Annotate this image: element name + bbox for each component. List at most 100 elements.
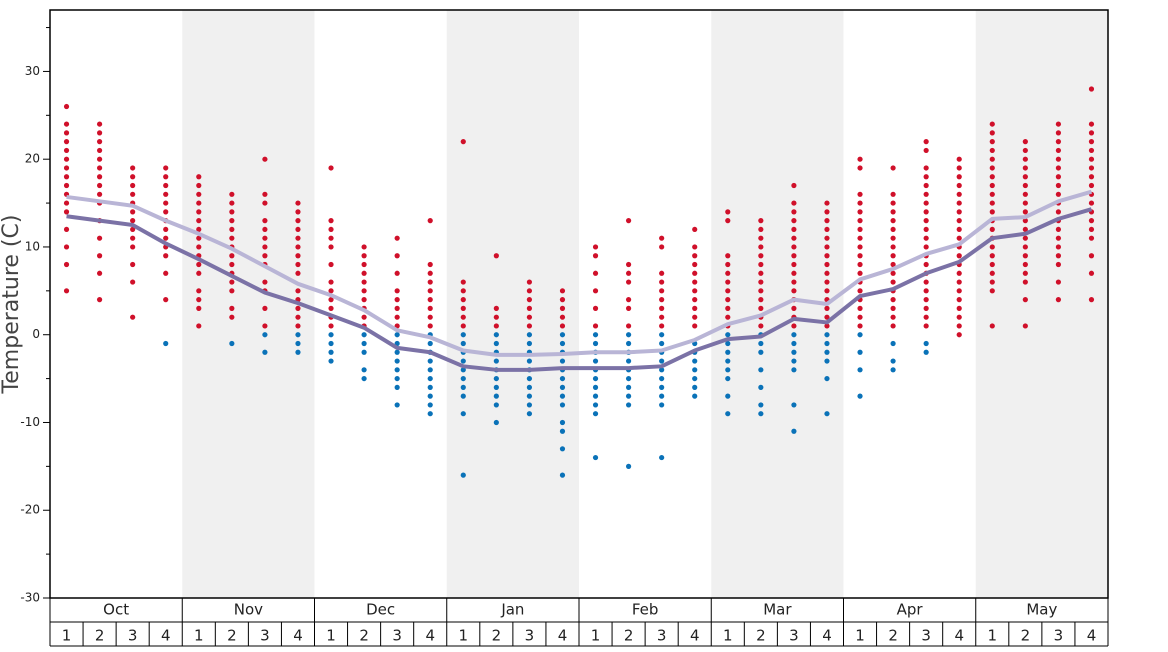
temperature-dot [96,139,103,145]
temperature-dot [328,244,334,250]
temperature-dot [1088,130,1095,136]
temperature-dot [328,226,334,233]
y-tick-label: -10 [20,415,40,429]
temperature-dot [96,147,103,154]
week-label: 1 [326,627,336,645]
temperature-dot [758,261,764,268]
temperature-dot [1055,279,1062,285]
temperature-dot [1022,226,1028,233]
temperature-dot [328,288,334,294]
temperature-dot [1022,139,1028,145]
temperature-dot [361,244,367,250]
temperature-dot [295,235,301,241]
temperature-dot [427,323,433,329]
temperature-dot [824,235,830,241]
temperature-dot [229,305,235,311]
temperature-dot [725,349,731,355]
temperature-dot [361,288,367,294]
temperature-dot [824,226,830,233]
temperature-dot [196,191,202,197]
temperature-dot [130,182,136,189]
temperature-dot [130,314,136,320]
temperature-dot [1055,261,1062,268]
temperature-dot [592,253,599,259]
temperature-dot [692,384,698,390]
week-label: 3 [789,627,799,645]
week-label: 3 [525,627,535,645]
temperature-dot [96,156,103,162]
temperature-dot [659,384,665,390]
temperature-dot [427,297,433,303]
temperature-dot [394,349,400,355]
temperature-dot [262,200,268,206]
temperature-dot [493,358,499,364]
week-label: 1 [855,627,865,645]
temperature-dot [989,253,995,259]
temperature-dot [890,200,896,206]
temperature-dot [1088,235,1095,241]
temperature-dot [63,288,70,294]
temperature-dot [791,253,797,259]
temperature-dot [1088,182,1095,189]
temperature-dot [559,332,566,338]
temperature-dot [725,340,731,347]
temperature-dot [394,235,400,241]
temperature-dot [96,270,103,276]
temperature-dot [791,218,797,224]
temperature-dot [890,358,896,364]
temperature-dot [460,393,466,399]
temperature-dot [493,393,499,399]
temperature-dot [923,323,929,329]
temperature-dot [328,305,334,311]
temperature-dot [526,297,533,303]
temperature-dot [1088,156,1095,162]
temperature-dot [824,261,830,268]
temperature-dot [526,340,533,347]
temperature-dot [63,139,70,145]
temperature-dot [460,340,466,347]
temperature-dot [196,182,202,189]
temperature-dot [956,209,962,215]
temperature-dot [692,375,698,382]
temperature-dot [96,165,103,171]
week-label: 4 [293,627,303,645]
temperature-dot [559,446,566,452]
temperature-dot [592,358,599,364]
temperature-dot [460,323,466,329]
temperature-dot [791,226,797,233]
temperature-dot [791,270,797,276]
average-line [66,189,1093,357]
y-tick-label: 30 [25,64,40,78]
temperature-dot [394,375,400,382]
temperature-dot [163,235,169,241]
temperature-dot [791,340,797,347]
temperature-dot [956,332,962,338]
temperature-dot [989,191,995,197]
temperature-dot [659,244,665,250]
week-label: 2 [359,627,369,645]
temperature-dot [659,454,665,461]
temperature-dot [295,218,301,224]
week-label: 4 [425,627,435,645]
temperature-dot [758,349,764,355]
temperature-dot [96,235,103,241]
month-band [446,10,579,598]
temperature-dot [295,305,301,311]
temperature-dot [1088,147,1095,154]
temperature-dot [460,314,466,320]
temperature-dot [96,182,103,189]
temperature-dot [262,244,268,250]
temperature-dot [791,332,797,338]
temperature-dot [1055,139,1062,145]
temperature-dot [163,165,169,171]
week-label: 1 [194,627,204,645]
temperature-dot [361,279,367,285]
y-tick-label: 20 [25,152,40,166]
temperature-dot [63,174,70,180]
temperature-dot [163,297,169,303]
temperature-dot [196,200,202,206]
temperature-dot [923,349,929,355]
temperature-dot [1022,235,1028,241]
temperature-dot [196,323,202,329]
temperature-dot [96,297,103,303]
